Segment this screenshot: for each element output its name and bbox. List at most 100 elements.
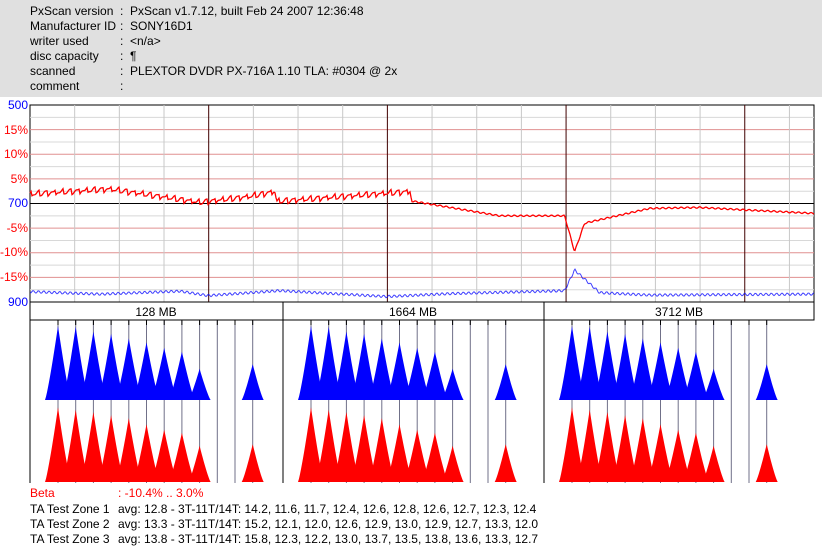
zone-label: TA Test Zone 1	[30, 502, 110, 516]
info-sep: :	[120, 79, 124, 93]
y-axis-labels: 500 15% 10% 5% 700 -5% -10% -15% 900	[0, 98, 28, 309]
land-histogram-peak	[368, 338, 395, 400]
zone-label: 1664 MB	[389, 305, 437, 319]
zone-value: avg: 12.8 - 3T-11T/14T: 14.2, 11.6, 11.7…	[118, 502, 537, 516]
land-histogram-peak	[421, 351, 448, 400]
info-value: SONY16D1	[130, 19, 193, 33]
info-label: comment	[30, 79, 80, 93]
land-histogram-peak	[188, 368, 211, 400]
zone-value: avg: 13.3 - 3T-11T/14T: 15.2, 12.1, 12.0…	[118, 517, 539, 531]
info-label: PxScan version	[30, 4, 114, 18]
pit-histogram-peak	[494, 444, 517, 482]
scan-chart: 500 15% 10% 5% 700 -5% -10% -15% 900 128…	[0, 98, 815, 483]
pit-histogram-peak	[559, 407, 585, 482]
pit-histogram-peak	[755, 444, 778, 482]
info-label: Manufacturer ID	[30, 19, 117, 33]
pit-histogram-peak	[665, 429, 692, 482]
pit-histogram-peak	[421, 432, 448, 482]
info-label: disc capacity	[30, 49, 99, 63]
zone-label: 128 MB	[135, 305, 176, 319]
land-histogram-peak	[702, 368, 725, 400]
land-histogram-peak	[612, 333, 639, 400]
info-label: writer used	[30, 34, 89, 48]
info-value: PLEXTOR DVDR PX-716A 1.10 TLA: #0304 @ 2…	[130, 64, 398, 78]
pit-histogram-peak	[62, 409, 89, 482]
land-histogram-peak	[755, 364, 778, 400]
land-histogram-peak	[80, 331, 107, 400]
info-sep: :	[120, 64, 124, 78]
pit-histogram-peak	[80, 411, 107, 482]
y-label: 10%	[4, 147, 28, 161]
pit-histogram-peak	[682, 432, 709, 482]
y-label: 700	[8, 196, 28, 210]
land-histogram-peak	[441, 368, 464, 400]
info-label: scanned	[30, 64, 76, 78]
info-sep: :	[120, 34, 124, 48]
pit-histogram-peak	[315, 409, 342, 482]
pit-histogram-peak	[298, 407, 324, 482]
pit-histogram-peak	[98, 415, 125, 482]
land-histogram-peak	[151, 347, 178, 400]
y-label: 500	[8, 98, 28, 112]
land-histogram-peak	[576, 326, 603, 400]
pit-histogram-peak	[441, 445, 464, 482]
land-histogram-peak	[241, 364, 264, 400]
info-value: PxScan v1.7.12, built Feb 24 2007 12:36:…	[130, 4, 364, 18]
pit-histogram-peak	[629, 418, 656, 482]
pit-histogram-peak	[45, 407, 71, 482]
pit-histogram-peak	[188, 445, 211, 482]
ta-histograms	[29, 320, 778, 483]
land-histogram-peak	[133, 342, 160, 400]
y-label: 15%	[4, 123, 28, 137]
land-histogram-peak	[665, 347, 692, 400]
land-histogram-peak	[62, 326, 89, 400]
zone-label: TA Test Zone 3	[30, 532, 110, 546]
pit-histogram-peak	[351, 415, 378, 482]
pit-histogram-peak	[386, 424, 413, 482]
land-histogram-peak	[404, 347, 431, 400]
y-label: 900	[8, 295, 28, 309]
land-histogram-peak	[594, 331, 621, 400]
land-histogram-peak	[45, 325, 71, 400]
zone-label-band: 128 MB 1664 MB 3712 MB	[29, 301, 815, 483]
y-label: -10%	[0, 245, 28, 259]
pit-histogram-peak	[241, 444, 264, 482]
land-histogram-peak	[629, 338, 656, 400]
info-sep: :	[120, 49, 124, 63]
band-frame	[29, 301, 815, 321]
zone-label: TA Test Zone 2	[30, 517, 110, 531]
jitter-line	[30, 268, 815, 299]
land-histogram-peak	[494, 364, 517, 400]
pit-histogram-peak	[368, 418, 395, 482]
scan-info-header: PxScan version: PxScan v1.7.12, built Feb…	[0, 0, 822, 97]
grid	[29, 104, 815, 303]
info-value: <n/a>	[130, 34, 161, 48]
beta-value: : -10.4% .. 3.0%	[118, 486, 204, 500]
land-histogram-peak	[386, 342, 413, 400]
pit-histogram-peak	[333, 411, 360, 482]
y-label: 5%	[11, 172, 29, 186]
land-histogram-peak	[333, 331, 360, 400]
land-histogram-peak	[298, 325, 324, 400]
pit-histogram-peak	[115, 418, 142, 482]
beta-label: Beta	[30, 486, 55, 500]
pit-histogram-peak	[151, 429, 178, 482]
series-lines	[29, 185, 815, 299]
land-histogram-peak	[98, 333, 125, 400]
pit-histogram-peak	[404, 429, 431, 482]
info-value: ¶	[130, 49, 137, 63]
pit-histogram-peak	[594, 411, 621, 482]
zone-value: avg: 13.8 - 3T-11T/14T: 15.8, 12.3, 12.2…	[118, 532, 539, 546]
zone-label: 3712 MB	[655, 305, 703, 319]
pit-histogram-peak	[612, 415, 639, 482]
land-histogram-peak	[559, 325, 585, 400]
beta-line	[29, 185, 815, 252]
land-histogram-peak	[682, 351, 709, 400]
pit-histogram-peak	[702, 445, 725, 482]
info-sep: :	[120, 19, 124, 33]
land-histogram-peak	[647, 342, 674, 400]
land-histogram-peak	[351, 333, 378, 400]
pit-histogram-peak	[168, 432, 195, 482]
pit-histogram-peak	[647, 424, 674, 482]
land-histogram-peak	[168, 351, 195, 400]
